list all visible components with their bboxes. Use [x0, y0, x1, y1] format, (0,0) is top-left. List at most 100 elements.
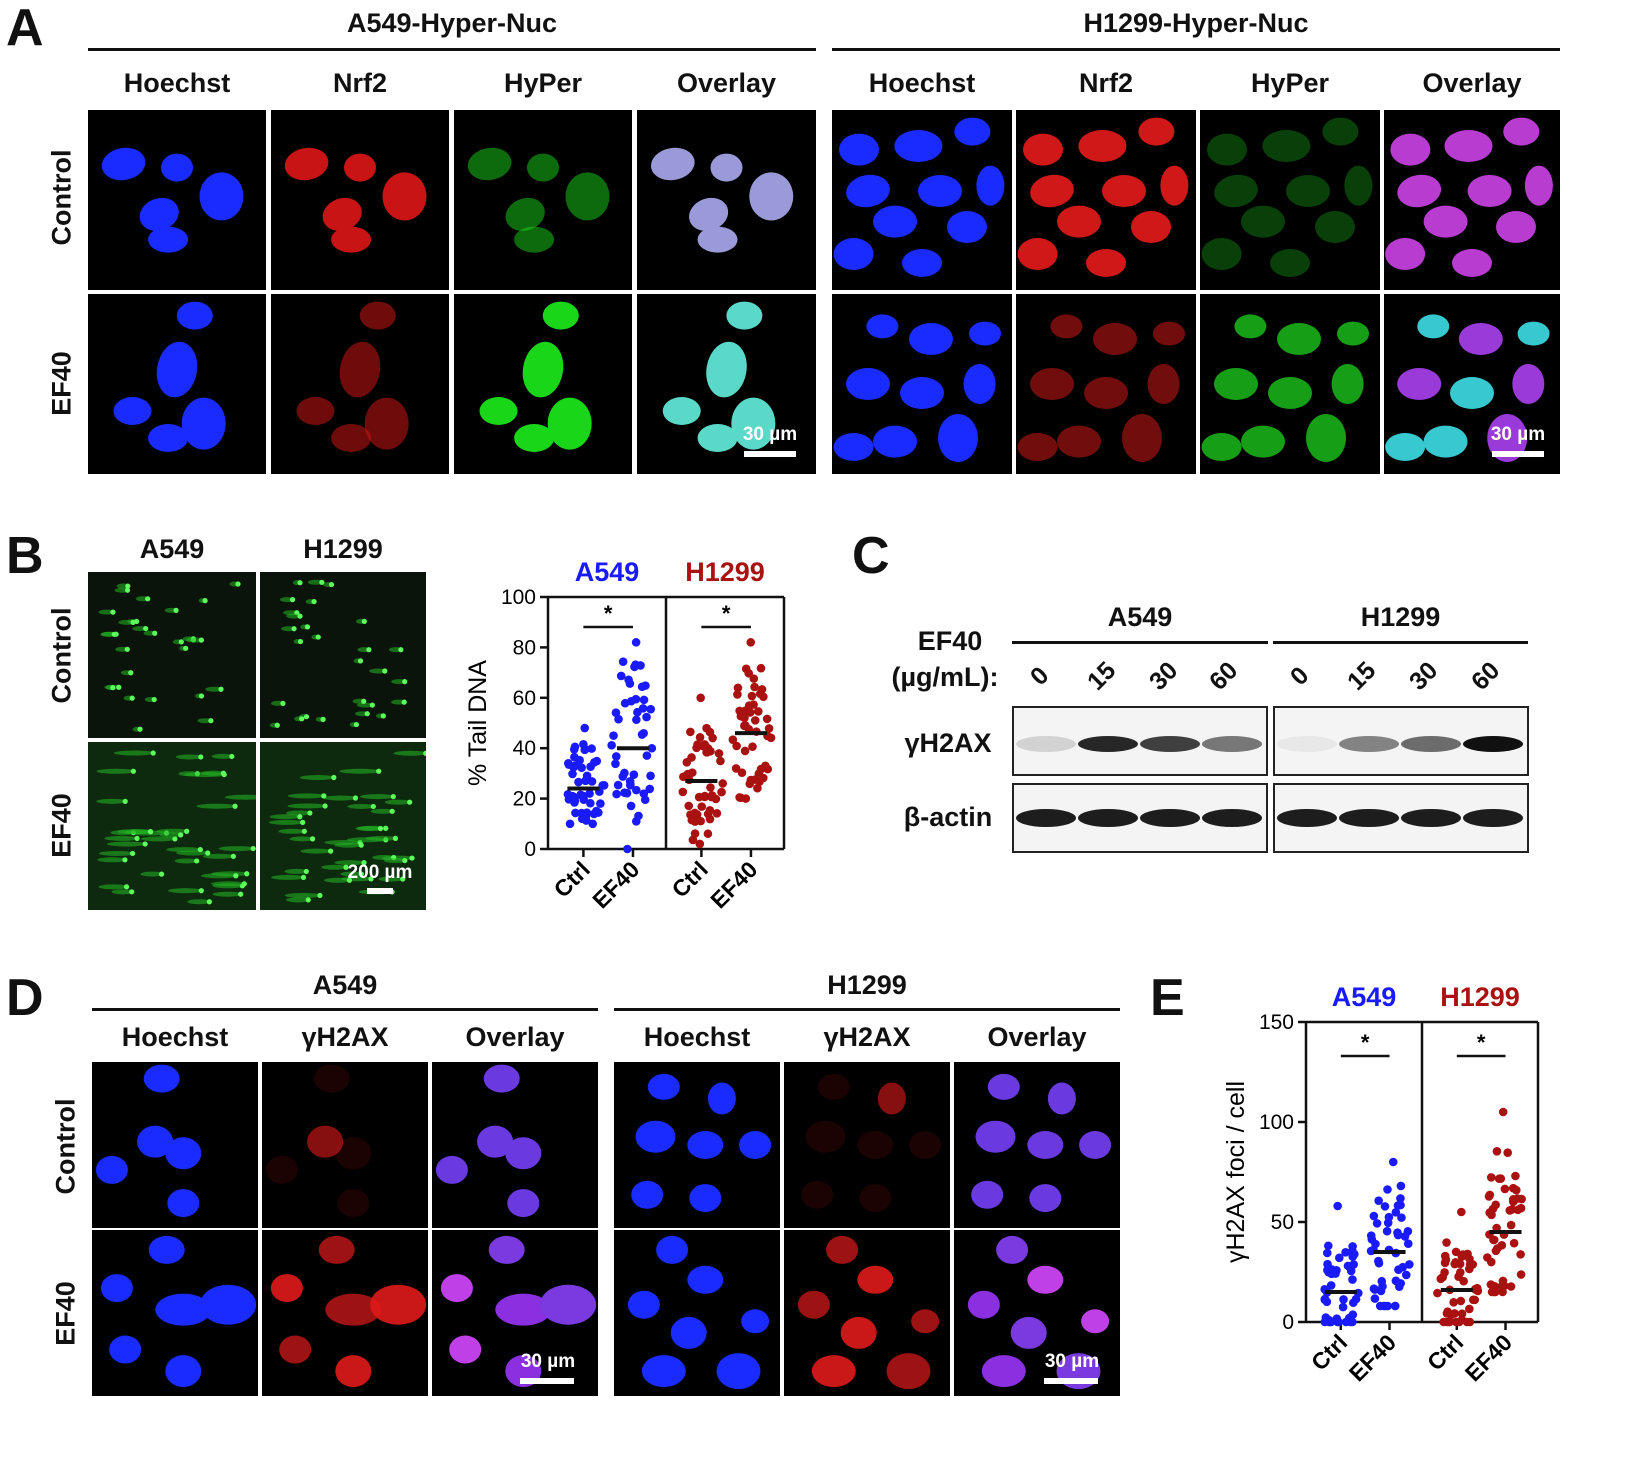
- data-point: [700, 791, 710, 801]
- nucleus: [113, 397, 152, 425]
- panel-d-rule-1: [92, 1008, 598, 1011]
- comet-head: [303, 714, 310, 720]
- data-point: [1489, 1287, 1499, 1297]
- panel-a-image-h1299-hoechst-ef40: [832, 294, 1012, 474]
- data-point: [622, 788, 632, 798]
- comet-tail: [284, 892, 322, 898]
- data-point: [614, 714, 623, 724]
- nucleus: [1385, 238, 1426, 270]
- nucleus: [641, 1355, 686, 1388]
- nucleus: [325, 1293, 382, 1326]
- data-point: [717, 787, 726, 797]
- data-point: [1384, 1212, 1394, 1222]
- comet-tail: [97, 857, 127, 863]
- comet-head: [220, 770, 227, 776]
- panel-a-row-ef40: EF40: [46, 351, 77, 416]
- panel-b-row-ef40: EF40: [46, 793, 77, 858]
- panel-a-image-a549-hyper-ef40: [454, 294, 632, 474]
- data-point: [1327, 1268, 1337, 1278]
- data-point: [732, 741, 741, 751]
- nucleus: [1122, 414, 1162, 462]
- comet-tail: [268, 819, 305, 825]
- data-point: [1335, 1253, 1344, 1263]
- nucleus: [1027, 1265, 1064, 1294]
- data-point: [565, 819, 575, 829]
- comet-head: [304, 624, 311, 630]
- data-point: [618, 772, 628, 781]
- data-point: [757, 685, 767, 694]
- comet-head: [297, 638, 304, 645]
- nucleus: [199, 172, 244, 221]
- nucleus: [155, 1293, 212, 1326]
- comet-head: [366, 647, 372, 653]
- comet-tail: [347, 803, 376, 809]
- data-point: [1374, 1256, 1383, 1266]
- comet-head: [322, 803, 328, 809]
- significance-star: *: [1361, 1030, 1370, 1055]
- data-point: [1369, 1211, 1379, 1221]
- nucleus: [886, 1353, 931, 1390]
- nucleus: [505, 197, 545, 231]
- data-point: [611, 752, 621, 761]
- nucleus: [1023, 133, 1063, 166]
- data-point: [568, 791, 577, 801]
- y-axis-label: % Tail DNA: [464, 660, 492, 786]
- nucleus: [1153, 321, 1185, 346]
- data-point: [626, 696, 636, 706]
- nucleus: [1201, 433, 1242, 461]
- comet-tail: [383, 858, 407, 864]
- data-point: [700, 740, 709, 749]
- comet-tail: [104, 835, 140, 841]
- comet-tail: [287, 793, 326, 799]
- comet-head: [357, 658, 364, 664]
- panel-d-scalebar-label-2: 30 µm: [1044, 1351, 1100, 1372]
- data-point: [1325, 1316, 1334, 1326]
- comet-head: [238, 891, 244, 897]
- comet-head: [241, 881, 247, 887]
- data-point: [1445, 1317, 1454, 1327]
- comet-head: [235, 581, 241, 587]
- data-point: [733, 690, 742, 699]
- y-axis-label: γH2AX foci / cell: [1222, 1081, 1250, 1263]
- blot-band: [1401, 809, 1461, 827]
- data-point: [1338, 1302, 1348, 1312]
- nucleus: [1423, 205, 1468, 238]
- x-tick-label: EF40: [1460, 1329, 1517, 1386]
- data-point: [629, 770, 639, 779]
- data-point: [625, 679, 635, 688]
- nucleus: [731, 397, 776, 450]
- nucleus: [811, 1355, 856, 1388]
- comet-head: [392, 835, 399, 841]
- comet-tail: [174, 858, 199, 864]
- nucleus: [382, 172, 427, 221]
- data-point: [585, 789, 594, 798]
- comet-head: [402, 857, 408, 864]
- data-point: [631, 638, 641, 647]
- nucleus: [650, 147, 695, 181]
- data-point: [1343, 1261, 1353, 1271]
- comet-head: [301, 828, 307, 834]
- blot-band: [1401, 736, 1461, 752]
- nucleus: [467, 147, 512, 181]
- data-point: [616, 671, 626, 681]
- panel-d-letter: D: [6, 969, 44, 1027]
- nucleus: [101, 147, 146, 181]
- comet-head: [172, 836, 178, 842]
- panel-a-scalebar-label-2: 30 µm: [1490, 424, 1546, 445]
- data-point: [1400, 1232, 1410, 1241]
- panel-d-scalebar-1: [520, 1378, 574, 1384]
- nucleus: [873, 425, 917, 458]
- panel-d-image-a549-gh2ax-ef40: [262, 1230, 428, 1396]
- comet-head: [361, 618, 367, 624]
- nucleus: [542, 301, 579, 330]
- nucleus: [1417, 314, 1450, 339]
- comet-head: [134, 835, 140, 841]
- nucleus: [1450, 377, 1494, 409]
- nucleus: [741, 1309, 770, 1334]
- nucleus: [739, 1131, 772, 1159]
- panel-d-scalebar-2: [1044, 1378, 1098, 1384]
- comet-head: [233, 873, 239, 879]
- data-point: [733, 683, 743, 693]
- data-point: [1441, 1255, 1451, 1265]
- nucleus: [522, 341, 564, 398]
